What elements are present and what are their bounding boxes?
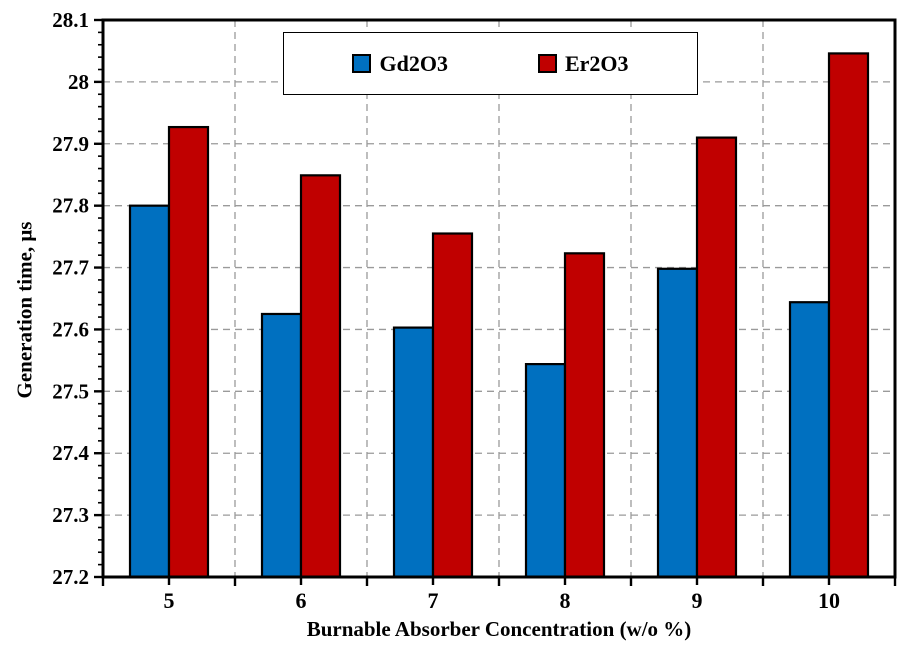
bar-gd2o3-10 — [788, 301, 831, 579]
bar-er2o3-7 — [431, 232, 474, 579]
bar-er2o3-10 — [827, 52, 870, 579]
bar-er2o3-9 — [695, 136, 738, 579]
x-tick-label: 6 — [296, 588, 307, 613]
legend-label-gd2o3: Gd2O3 — [379, 50, 448, 76]
bar-gd2o3-7 — [392, 326, 435, 579]
y-tick-label: 27.7 — [52, 256, 89, 280]
plot-border — [101, 18, 897, 579]
x-tick-label: 7 — [428, 588, 439, 613]
bar-gd2o3-5 — [128, 204, 171, 579]
x-tick-label: 10 — [818, 588, 840, 613]
legend-swatch-red-icon — [537, 54, 557, 73]
y-tick-label: 27.8 — [52, 194, 89, 218]
y-tick-label: 28 — [68, 70, 89, 94]
bar-er2o3-5 — [167, 125, 210, 579]
x-tick-label: 8 — [560, 588, 571, 613]
bar-er2o3-8 — [563, 252, 606, 579]
bar-er2o3-6 — [299, 174, 342, 579]
y-tick-label: 27.3 — [52, 503, 89, 527]
bar-gd2o3-8 — [524, 363, 567, 579]
legend-box: Gd2O3 Er2O3 — [283, 32, 698, 95]
y-tick-label: 28.1 — [52, 8, 89, 32]
y-tick-label: 27.9 — [52, 132, 89, 156]
legend-entry-er2o3: Er2O3 — [537, 50, 629, 76]
y-tick-label: 27.4 — [52, 441, 89, 465]
y-tick-label: 27.5 — [52, 379, 89, 403]
x-tick-label: 5 — [164, 588, 175, 613]
legend-swatch-blue-icon — [352, 54, 372, 73]
legend-label-er2o3: Er2O3 — [564, 50, 629, 76]
x-axis-title: Burnable Absorber Concentration (w/o %) — [306, 617, 692, 641]
y-tick-label: 27.2 — [52, 565, 89, 589]
legend-entry-gd2o3: Gd2O3 — [352, 50, 448, 76]
y-tick-label: 27.6 — [52, 317, 89, 341]
bar-gd2o3-9 — [656, 267, 699, 579]
y-axis-title: Generation time, μs — [12, 221, 37, 399]
bar-gd2o3-6 — [260, 312, 303, 579]
x-tick-label: 9 — [692, 588, 703, 613]
